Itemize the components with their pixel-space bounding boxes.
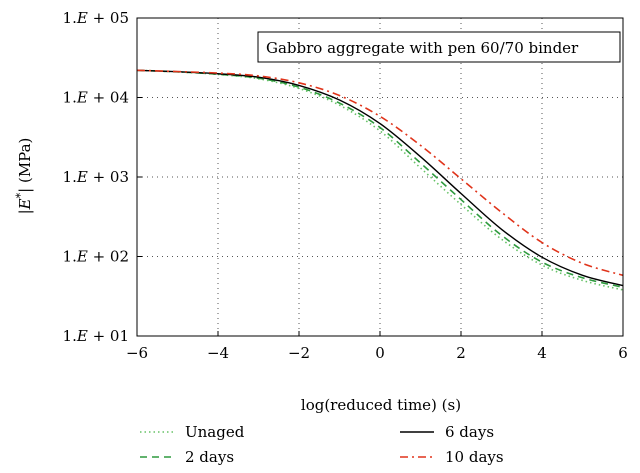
y-tick-label: 1.E + 02 [63, 248, 129, 266]
x-tick-label: −4 [207, 344, 229, 362]
legend-label-4: 10 days [445, 448, 504, 466]
x-tick-label: −6 [126, 344, 148, 362]
legend-label-3: 6 days [445, 423, 494, 441]
y-tick-label: 1.E + 05 [63, 9, 129, 27]
y-axis-label: |E*| (MPa) [14, 138, 35, 215]
annotation-box: Gabbro aggregate with pen 60/70 binder [257, 31, 621, 63]
grid [137, 18, 623, 336]
annotation-text: Gabbro aggregate with pen 60/70 binder [266, 39, 579, 57]
y-tick-label: 1.E + 03 [63, 168, 129, 186]
x-axis-label: log(reduced time) (s) [301, 396, 461, 414]
x-tick-label: 0 [375, 344, 385, 362]
series-line-3 [136, 69, 624, 287]
y-tick-label: 1.E + 01 [63, 327, 129, 345]
legend: Unaged 2 days 6 days 10 days [140, 423, 504, 466]
series-line-4 [136, 69, 624, 277]
legend-label-1: Unaged [185, 423, 245, 441]
x-tick-label: −2 [288, 344, 310, 362]
series-line-2 [136, 69, 624, 289]
x-tick-label: 6 [618, 344, 628, 362]
series-lines [136, 69, 624, 291]
y-tick-label: 1.E + 04 [63, 89, 129, 107]
x-tick-label: 2 [456, 344, 466, 362]
x-tick-label: 4 [537, 344, 547, 362]
annotation-frame [257, 31, 621, 63]
legend-label-2: 2 days [185, 448, 234, 466]
ticks: −6 −4 −2 0 2 4 6 1.E + 01 1.E + 02 1.E + 03 1.E + … [63, 9, 628, 362]
